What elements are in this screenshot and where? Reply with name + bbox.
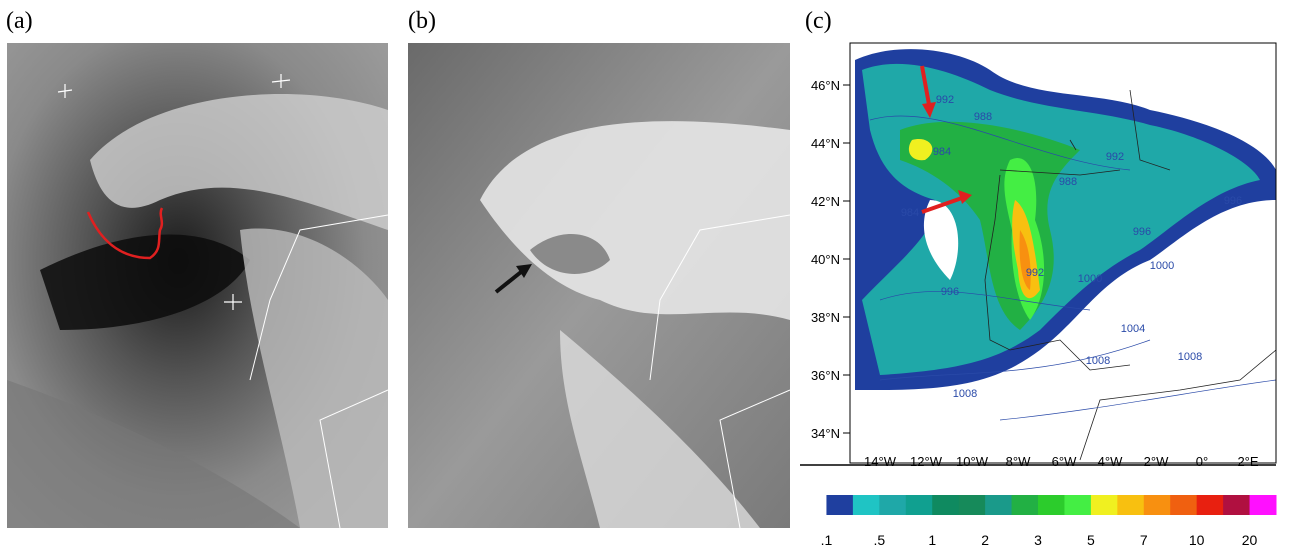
contour-label: 996 xyxy=(941,286,959,298)
lon-tick-label: 12°W xyxy=(910,454,943,469)
contour-label: 1000 xyxy=(1078,273,1102,285)
colorbar-cell xyxy=(800,495,827,515)
colorbar-cell xyxy=(1196,495,1224,515)
colorbar-cell xyxy=(1223,495,1251,515)
colorbar-cell xyxy=(1249,495,1277,515)
colorbar-label: 3 xyxy=(1034,532,1042,548)
panel-label: (b) xyxy=(408,8,436,34)
colorbar-cell xyxy=(1090,495,1118,515)
colorbar-label: .1 xyxy=(821,532,833,548)
lat-tick-label: 44°N xyxy=(811,136,840,151)
contour-label: 1000 xyxy=(1150,260,1174,272)
contour-label: 1008 xyxy=(953,388,977,400)
lon-tick-label: 0° xyxy=(1196,454,1208,469)
lat-tick-label: 40°N xyxy=(811,252,840,267)
contour-label: 984 xyxy=(933,146,951,158)
lon-tick-label: 6°W xyxy=(1052,454,1077,469)
colorbar-label: 1 xyxy=(928,532,936,548)
contour-label: 996 xyxy=(1224,195,1242,207)
contour-label: 996 xyxy=(1133,226,1151,238)
lon-tick-label: 8°W xyxy=(1006,454,1031,469)
map-axes: 46°N 44°N 42°N 40°N 38°N 36°N 34°N 14°W 12°W 10°W… xyxy=(811,78,1259,469)
panel-label: (a) xyxy=(6,8,33,34)
colorbar-cell xyxy=(852,495,880,515)
colorbar-label: 7 xyxy=(1140,532,1148,548)
colorbar-cell xyxy=(905,495,933,515)
lat-tick-label: 42°N xyxy=(811,194,840,209)
colorbar-label: .5 xyxy=(873,532,885,548)
colorbar-label: 10 xyxy=(1189,532,1205,548)
contour-label: 988 xyxy=(974,111,992,123)
contour-label: 992 xyxy=(1106,151,1124,163)
colorbar-label: 20 xyxy=(1242,532,1258,548)
contour-label: 992 xyxy=(1026,267,1044,279)
contour-label: 984 xyxy=(901,207,919,219)
lat-tick-label: 38°N xyxy=(811,310,840,325)
contour-label: 992 xyxy=(936,94,954,106)
satellite-image-a xyxy=(7,43,389,529)
colorbar-cell xyxy=(1143,495,1171,515)
contour-label: 988 xyxy=(1059,176,1077,188)
panel-label: (c) xyxy=(805,8,832,34)
lon-tick-label: 2°E xyxy=(1237,454,1258,469)
lon-tick-label: 2°W xyxy=(1144,454,1169,469)
colorbar-cell xyxy=(958,495,986,515)
colorbar-label: 2 xyxy=(981,532,989,548)
lat-tick-label: 46°N xyxy=(811,78,840,93)
precipitation-map xyxy=(800,42,1277,466)
contour-label: 1008 xyxy=(1086,355,1110,367)
lat-tick-label: 34°N xyxy=(811,426,840,441)
contour-label: 1008 xyxy=(1178,351,1202,363)
lon-tick-label: 4°W xyxy=(1098,454,1123,469)
satellite-image-b xyxy=(408,43,791,529)
colorbar-cell xyxy=(826,495,854,515)
lon-tick-label: 10°W xyxy=(956,454,989,469)
colorbar-cell xyxy=(1170,495,1198,515)
colorbar-cell xyxy=(1011,495,1039,515)
colorbar-label: 5 xyxy=(1087,532,1095,548)
colorbar-cell xyxy=(1064,495,1092,515)
contour-label: 1004 xyxy=(1121,323,1145,335)
colorbar-cell xyxy=(985,495,1013,515)
colorbar-cell xyxy=(932,495,960,515)
colorbar-cell xyxy=(1117,495,1145,515)
colorbar: .1 .5 1 2 3 5 7 10 20 xyxy=(800,495,1277,548)
lon-tick-label: 14°W xyxy=(864,454,897,469)
lat-tick-label: 36°N xyxy=(811,368,840,383)
colorbar-cell xyxy=(1038,495,1065,515)
colorbar-cell xyxy=(879,495,907,515)
